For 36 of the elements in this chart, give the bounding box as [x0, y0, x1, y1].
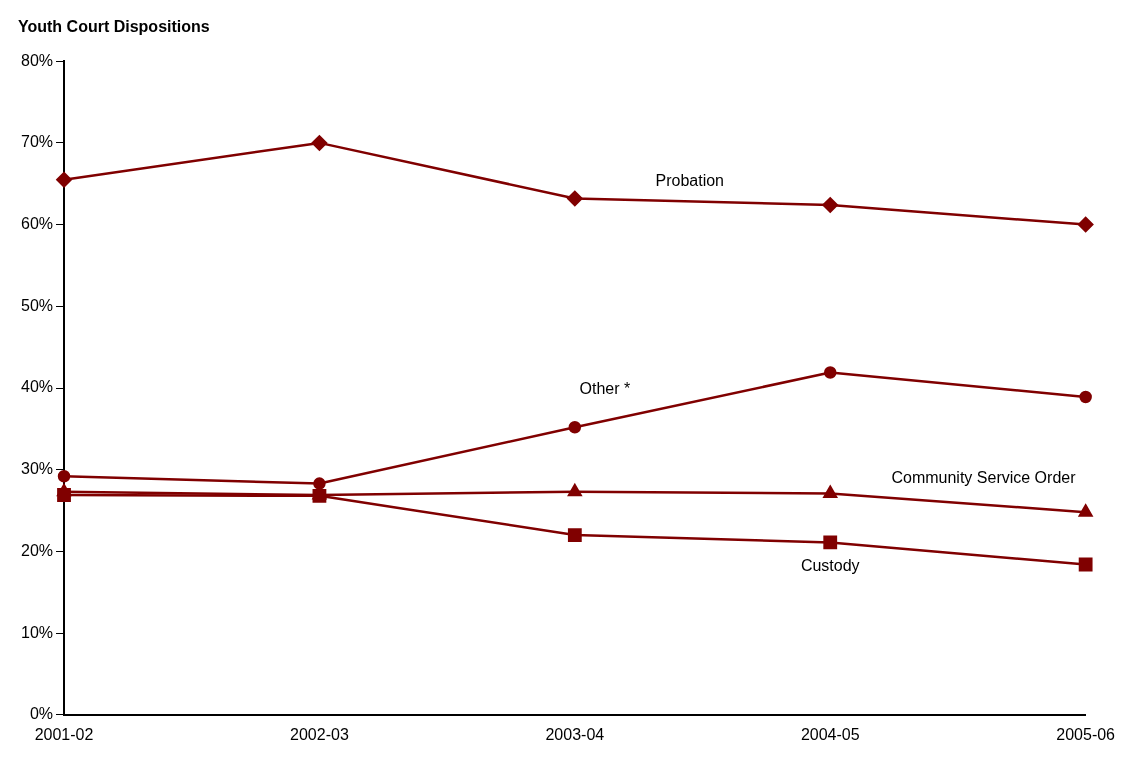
point: [823, 366, 837, 379]
x-tick-label: 2002-03: [290, 725, 349, 743]
point: [567, 190, 583, 207]
x-tick-label: 2005-06: [1056, 725, 1116, 743]
series-label: Probation: [655, 171, 725, 189]
series-label: Custody: [800, 556, 860, 574]
point: [56, 171, 72, 188]
point: [57, 488, 71, 502]
point: [568, 420, 582, 434]
point: [1078, 557, 1093, 572]
y-tick-label: 10%: [20, 623, 54, 641]
y-tick-label: 30%: [20, 460, 54, 478]
x-tick-label: 2001-02: [34, 725, 94, 743]
y-tick-label: 20%: [20, 541, 54, 559]
point: [1077, 216, 1094, 233]
point: [311, 135, 328, 151]
point: [567, 484, 582, 497]
point: [823, 485, 838, 498]
point: [1079, 390, 1092, 404]
series-label: Community Service Order: [891, 469, 1077, 487]
y-tick-label: 0%: [29, 705, 54, 723]
point: [823, 535, 838, 550]
point: [1078, 504, 1093, 517]
point: [567, 528, 582, 542]
point: [822, 197, 838, 213]
chart-title: Youth Court Dispositions: [18, 18, 210, 36]
y-tick-label: 50%: [20, 296, 54, 314]
point: [313, 477, 326, 490]
y-tick-label: 40%: [20, 378, 54, 396]
y-tick-label: 60%: [20, 215, 54, 233]
y-tick-label: 70%: [20, 133, 54, 151]
point: [57, 469, 71, 483]
series-label: Other *: [579, 379, 631, 397]
x-tick-label: 2004-05: [800, 725, 860, 743]
x-tick-label: 2003-04: [545, 725, 605, 743]
y-tick-label: 80%: [20, 51, 54, 69]
